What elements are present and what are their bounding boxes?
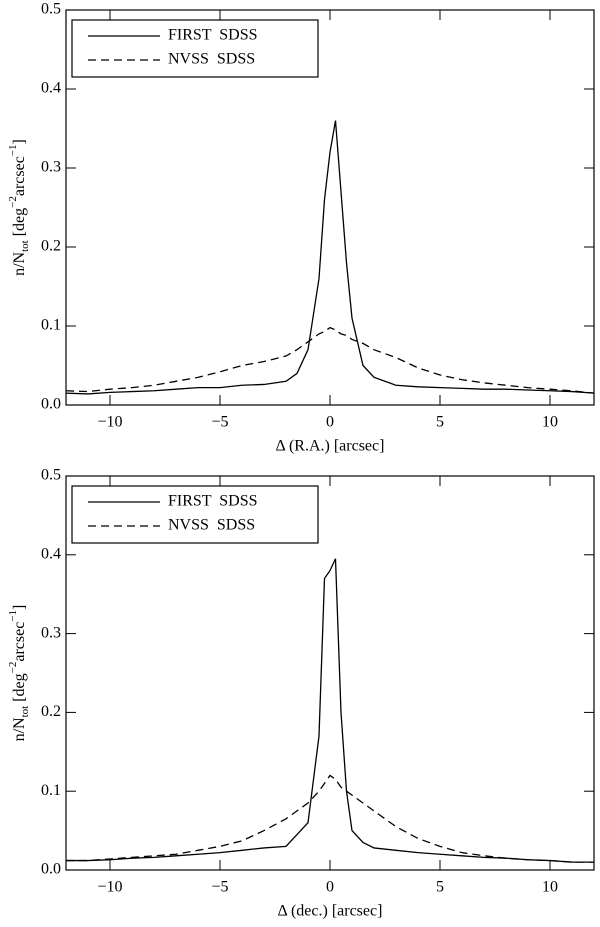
y-axis-label-part: −1 — [7, 144, 19, 156]
data-line — [66, 558, 594, 863]
y-tick-label: 0.0 — [41, 396, 61, 413]
y-axis-label-part: n/N — [11, 717, 28, 741]
y-axis-label-part: [deg — [11, 208, 28, 240]
x-tick-label: −5 — [211, 879, 228, 896]
data-line — [65, 326, 595, 394]
legend-label: NVSS SDSS — [168, 51, 255, 68]
data-line — [65, 120, 595, 395]
x-tick-label: 0 — [326, 414, 334, 431]
legend-box — [71, 485, 319, 544]
y-tick-label: 0.0 — [41, 861, 61, 878]
y-axis-label-part: ] — [11, 605, 28, 610]
y-tick-label: 0.3 — [41, 159, 61, 176]
y-axis-label-part: tot — [19, 240, 31, 252]
y-tick-label: 0.4 — [41, 80, 61, 97]
legend-label: NVSS SDSS — [168, 517, 255, 534]
y-axis-label-part: ] — [11, 139, 28, 144]
y-axis-label-part: arcsec — [11, 156, 28, 196]
y-tick-label: 0.1 — [41, 782, 61, 799]
y-tick-label: 0.2 — [41, 703, 61, 720]
y-tick-label: 0.5 — [41, 1, 61, 18]
x-axis-label: Δ (dec.) [arcsec] — [278, 903, 383, 920]
y-tick-label: 0.1 — [41, 317, 61, 334]
x-tick-label: 10 — [542, 414, 558, 431]
y-axis-label-part: n/N — [11, 251, 28, 275]
x-tick-label: 5 — [436, 414, 444, 431]
y-tick-label: 0.2 — [41, 238, 61, 255]
y-tick-label: 0.5 — [41, 467, 61, 484]
y-axis-label: n/Ntot [deg−2arcsec−1] — [7, 139, 31, 276]
y-tick-label: 0.3 — [41, 624, 61, 641]
data-line — [66, 774, 594, 863]
x-tick-label: −5 — [211, 414, 228, 431]
y-axis-label-part: −1 — [7, 610, 19, 622]
x-tick-label: −10 — [97, 879, 122, 896]
y-tick-label: 0.4 — [41, 545, 61, 562]
x-tick-label: 5 — [436, 879, 444, 896]
y-axis-label-part: −2 — [7, 662, 19, 674]
x-tick-label: −10 — [97, 414, 122, 431]
y-axis-label-part: tot — [19, 706, 31, 718]
legend-label: FIRST SDSS — [168, 27, 258, 44]
y-axis-label: n/Ntot [deg−2arcsec−1] — [7, 605, 31, 742]
x-tick-label: 0 — [326, 879, 334, 896]
x-tick-label: 10 — [542, 879, 558, 896]
x-axis-label: Δ (R.A.) [arcsec] — [276, 438, 385, 455]
legend-box — [71, 19, 319, 78]
y-axis-label-part: −2 — [7, 196, 19, 208]
legend-label: FIRST SDSS — [168, 493, 258, 510]
y-axis-label-part: arcsec — [11, 622, 28, 662]
y-axis-label-part: [deg — [11, 673, 28, 705]
